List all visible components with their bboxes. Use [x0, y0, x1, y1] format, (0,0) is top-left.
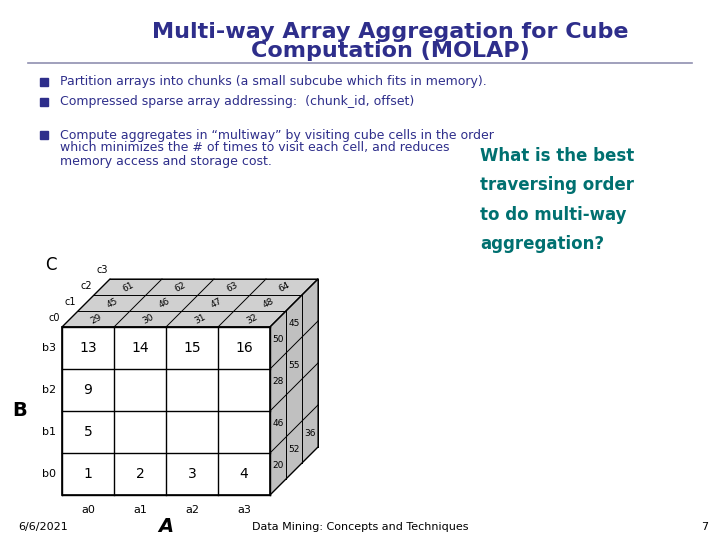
Text: 9: 9: [84, 383, 92, 397]
Text: Partition arrays into chunks (a small subcube which fits in memory).: Partition arrays into chunks (a small su…: [60, 76, 487, 89]
Text: 20: 20: [272, 462, 284, 470]
Text: b3: b3: [42, 343, 56, 353]
Text: 46: 46: [272, 420, 284, 429]
Polygon shape: [62, 279, 318, 327]
Polygon shape: [270, 279, 318, 495]
Text: B: B: [13, 402, 27, 421]
Text: 61: 61: [121, 280, 135, 294]
Bar: [40, 98, 48, 106]
Text: c1: c1: [65, 297, 76, 307]
Text: 32: 32: [245, 312, 259, 326]
Text: What is the best
traversing order
to do multi-way
aggregation?: What is the best traversing order to do …: [480, 147, 634, 253]
Text: a3: a3: [237, 505, 251, 515]
Text: 29: 29: [89, 312, 103, 326]
Text: 45: 45: [288, 320, 300, 328]
Text: 64: 64: [277, 280, 291, 294]
Text: memory access and storage cost.: memory access and storage cost.: [60, 154, 272, 167]
Text: 15: 15: [183, 341, 201, 355]
Text: c2: c2: [81, 281, 92, 291]
Bar: [40, 78, 48, 86]
Text: 7: 7: [701, 522, 708, 532]
Text: which minimizes the # of times to visit each cell, and reduces: which minimizes the # of times to visit …: [60, 141, 449, 154]
Text: 31: 31: [193, 312, 207, 326]
Text: Data Mining: Concepts and Techniques: Data Mining: Concepts and Techniques: [252, 522, 468, 532]
Text: b0: b0: [42, 469, 56, 479]
Text: a0: a0: [81, 505, 95, 515]
Text: 48: 48: [261, 296, 275, 309]
Text: 16: 16: [235, 341, 253, 355]
Bar: [62, 327, 270, 495]
Text: b2: b2: [42, 385, 56, 395]
Text: 36: 36: [305, 429, 316, 438]
Bar: [40, 131, 48, 139]
Text: 1: 1: [84, 467, 92, 481]
Bar: [94, 295, 302, 463]
Text: 45: 45: [105, 296, 119, 309]
Text: 5: 5: [84, 425, 92, 439]
Text: 2: 2: [135, 467, 145, 481]
Text: 47: 47: [209, 296, 223, 309]
Text: A: A: [158, 517, 174, 537]
Text: c3: c3: [96, 265, 108, 275]
Text: 52: 52: [288, 446, 300, 455]
Text: 55: 55: [288, 361, 300, 370]
Text: 3: 3: [188, 467, 197, 481]
Text: 63: 63: [225, 280, 239, 294]
Text: Compute aggregates in “multiway” by visiting cube cells in the order: Compute aggregates in “multiway” by visi…: [60, 129, 494, 141]
Bar: [78, 311, 286, 479]
Text: 46: 46: [157, 296, 171, 309]
Bar: [110, 279, 318, 447]
Text: C: C: [45, 256, 57, 274]
Text: 50: 50: [272, 335, 284, 345]
Text: a2: a2: [185, 505, 199, 515]
Text: 4: 4: [240, 467, 248, 481]
Text: 62: 62: [173, 280, 187, 294]
Text: 6/6/2021: 6/6/2021: [18, 522, 68, 532]
Text: c0: c0: [48, 313, 60, 323]
Text: Multi-way Array Aggregation for Cube: Multi-way Array Aggregation for Cube: [152, 22, 629, 42]
Text: Computation (MOLAP): Computation (MOLAP): [251, 41, 529, 61]
Text: 13: 13: [79, 341, 96, 355]
Text: Compressed sparse array addressing:  (chunk_id, offset): Compressed sparse array addressing: (chu…: [60, 96, 414, 109]
Text: b1: b1: [42, 427, 56, 437]
Text: 14: 14: [131, 341, 149, 355]
Text: a1: a1: [133, 505, 147, 515]
Text: 30: 30: [141, 312, 156, 326]
Text: 28: 28: [272, 377, 284, 387]
